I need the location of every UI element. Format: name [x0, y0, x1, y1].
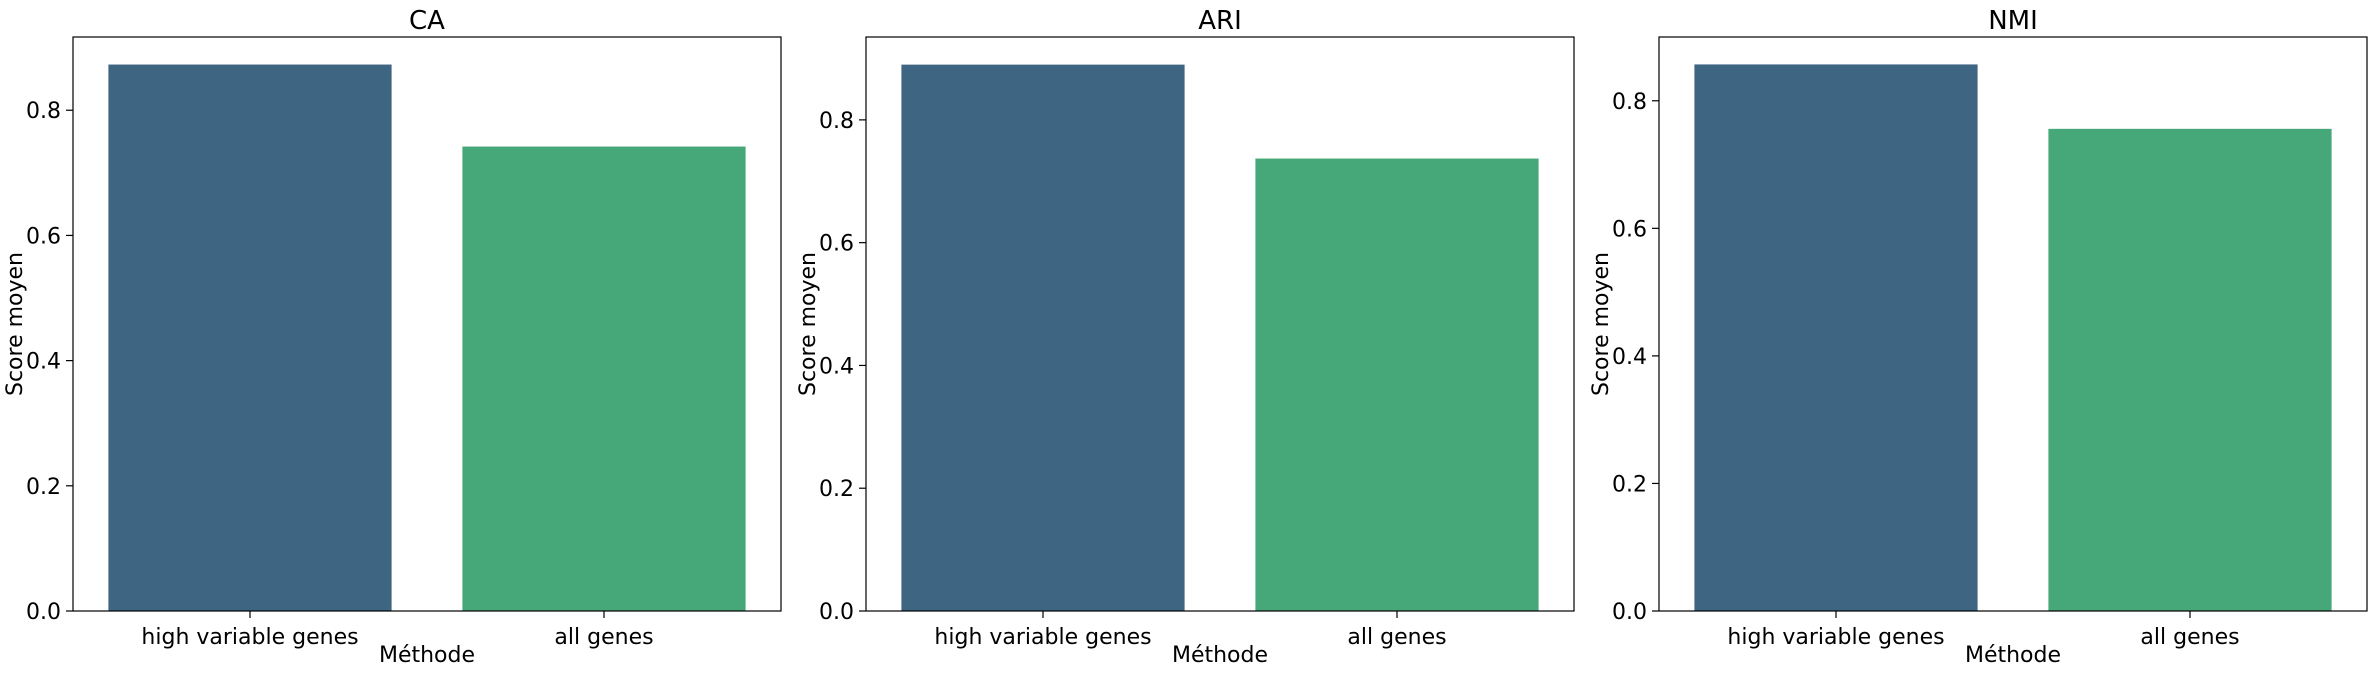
chart-2-ytick-label-3: 0.6 [1612, 217, 1647, 242]
chart-0-title: CA [409, 6, 445, 36]
chart-1-ytick-label-2: 0.4 [819, 354, 854, 379]
chart-1-ytick-label-3: 0.6 [819, 232, 854, 257]
chart-0-ytick-label-1: 0.2 [26, 475, 61, 500]
chart-2-xlabel: Méthode [1965, 643, 2061, 668]
chart-1-xlabel: Méthode [1172, 643, 1268, 668]
chart-2-ytick-label-4: 0.8 [1612, 90, 1647, 115]
chart-1-title: ARI [1198, 6, 1242, 36]
chart-2-bar-0 [1694, 64, 1978, 612]
chart-0-xtick-label-0: high variable genes [141, 625, 358, 650]
chart-2-title: NMI [1988, 6, 2038, 36]
chart-1-bar-0 [901, 64, 1185, 611]
chart-0-ytick-label-3: 0.6 [26, 224, 61, 249]
chart-2-ytick-label-0: 0.0 [1612, 600, 1647, 625]
chart-1-bar-1 [1255, 158, 1539, 611]
chart-1-axes-frame [865, 36, 1575, 612]
chart-2-bar-1 [2048, 128, 2332, 611]
chart-2-xtick-label-0: high variable genes [1727, 625, 1944, 650]
chart-1-xtick-label-1: all genes [1347, 625, 1446, 650]
chart-0-ylabel: Score moyen [3, 252, 28, 396]
chart-0-ytick-label-2: 0.4 [26, 350, 61, 375]
chart-0-xlabel: Méthode [379, 643, 475, 668]
chart-1-ytick-label-4: 0.8 [819, 109, 854, 134]
chart-0-xtick-label-1: all genes [554, 625, 653, 650]
chart-1-ytick-label-0: 0.0 [819, 600, 854, 625]
chart-0-ytick-label-4: 0.8 [26, 99, 61, 124]
chart-2-ytick-label-1: 0.2 [1612, 472, 1647, 497]
chart-0-bar-1 [462, 146, 746, 611]
chart-0-ytick-label-0: 0.0 [26, 600, 61, 625]
chart-2-ylabel: Score moyen [1589, 252, 1614, 396]
chart-1-xtick-label-0: high variable genes [934, 625, 1151, 650]
chart-2-axes-frame [1658, 36, 2368, 612]
chart-2-xtick-label-1: all genes [2140, 625, 2239, 650]
chart-0-axes-frame [72, 36, 782, 612]
chart-0-bar-0 [108, 64, 392, 611]
chart-1-ytick-label-1: 0.2 [819, 477, 854, 502]
chart-2-ytick-label-2: 0.4 [1612, 345, 1647, 370]
chart-1-ylabel: Score moyen [796, 252, 821, 396]
